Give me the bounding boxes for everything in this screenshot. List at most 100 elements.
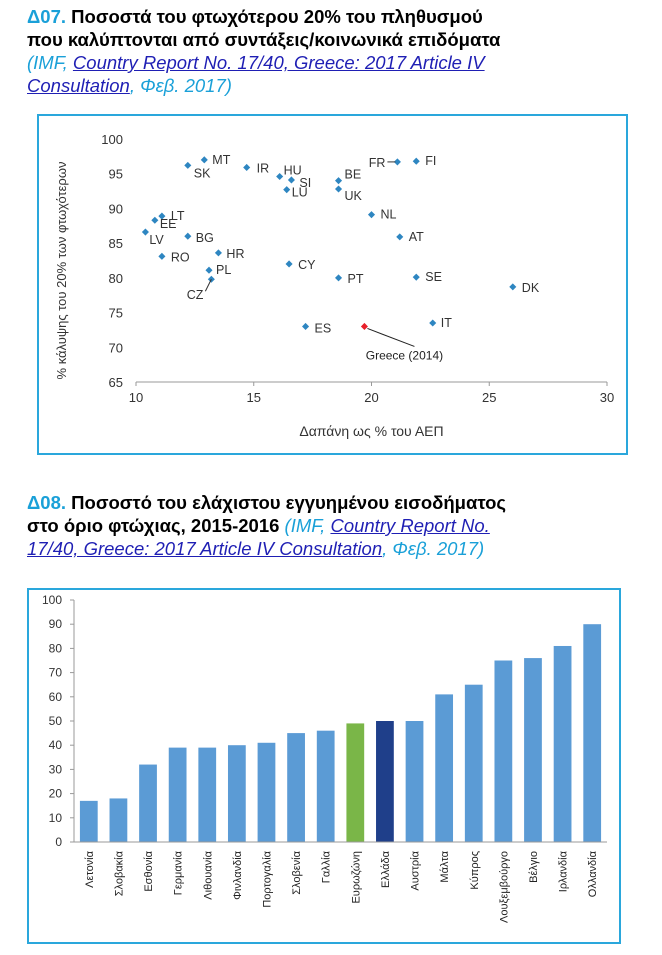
- y-tick-label: 20: [49, 787, 63, 801]
- y-tick-label: 10: [49, 811, 63, 825]
- section1-source: (IMF, Country Report No. 17/40, Greece: …: [27, 52, 485, 96]
- category-label: Λετονία: [84, 850, 96, 888]
- x-tick-label: 25: [482, 390, 496, 405]
- section2-source-link[interactable]: Country Report No.: [330, 515, 490, 536]
- scatter-point: [205, 266, 213, 274]
- x-tick-label: 20: [364, 390, 378, 405]
- scatter-point: [429, 319, 437, 327]
- scatter-point: [334, 185, 343, 193]
- point-label: PL: [216, 263, 231, 277]
- point-label: DK: [522, 281, 540, 295]
- x-tick-label: 10: [129, 390, 143, 405]
- y-tick-label: 70: [49, 666, 63, 680]
- point-label: ES: [315, 321, 332, 335]
- point-label: BG: [196, 231, 214, 245]
- scatter-point: [151, 216, 159, 224]
- y-tick-label: 70: [109, 340, 123, 355]
- bar: [109, 798, 128, 842]
- scatter-chart: 10 15 20 25 30 65 70 75 80 85 90 95 100 Δαπάνη ως % τ…: [54, 132, 614, 439]
- point-label: CZ: [187, 288, 204, 302]
- y-tick-label: 100: [42, 593, 62, 607]
- scatter-point: [243, 163, 251, 172]
- y-tick-label: 40: [49, 738, 63, 752]
- bar: [464, 684, 483, 842]
- bar: [168, 747, 187, 842]
- category-label: Σλοβενία: [291, 850, 303, 894]
- scatter-point: [200, 156, 208, 164]
- point-label: FR: [369, 156, 386, 170]
- bar: [405, 721, 424, 842]
- bar-chart: 0 10 20 30 40 50 60 70 80 90 100 Λετονία Σλοβακία Εσθ…: [42, 593, 607, 923]
- bar: [524, 658, 542, 842]
- point-label: SK: [194, 166, 211, 180]
- bar: [553, 645, 572, 842]
- category-label: Γαλλία: [321, 850, 333, 883]
- category-label: Φινλανδία: [232, 850, 244, 899]
- y-tick-label: 30: [49, 762, 63, 776]
- point-label: LT: [171, 209, 185, 223]
- bar: [494, 660, 513, 842]
- category-label: Εσθονία: [143, 850, 155, 891]
- point-label: MT: [212, 153, 230, 167]
- section1-source-link-cont[interactable]: Consultation: [27, 75, 130, 96]
- point-label: RO: [171, 250, 190, 264]
- category-label: Ιρλανδία: [558, 850, 570, 892]
- point-label: UK: [345, 189, 363, 203]
- point-label: BE: [345, 168, 362, 182]
- section2-source-open: (IMF,: [279, 515, 331, 536]
- scatter-point: [367, 211, 376, 219]
- section2-source-link-cont[interactable]: 17/40, Greece: 2017 Article IV Consultat…: [27, 538, 383, 559]
- section1-code: Δ07.: [27, 6, 67, 27]
- point-label: LV: [149, 233, 164, 247]
- category-label: Κύπρος: [469, 851, 481, 890]
- y-tick-label: 60: [49, 690, 63, 704]
- section2-heading: Δ08. Ποσοστό του ελάχιστου εγγυημένου ει…: [27, 491, 637, 560]
- scatter-point: [287, 176, 295, 184]
- category-label: Γερμανία: [173, 850, 185, 895]
- y-tick-label: 75: [109, 306, 123, 321]
- scatter-point: [412, 157, 420, 165]
- point-label: SE: [425, 270, 442, 284]
- bar-chart-frame: 0 10 20 30 40 50 60 70 80 90 100 Λετονία Σλοβακία Εσθ…: [27, 588, 621, 944]
- y-tick-label: 85: [109, 236, 123, 251]
- section1-heading: Δ07. Ποσοστά του φτωχότερου 20% του πληθ…: [27, 5, 637, 97]
- point-label: HU: [284, 163, 302, 177]
- bar: [376, 721, 394, 842]
- point-label: FI: [425, 154, 436, 168]
- point-label: LU: [292, 186, 308, 200]
- greece-leader-line: [367, 327, 415, 347]
- category-label: Ολλανδία: [587, 850, 599, 897]
- point-label: IT: [441, 316, 452, 330]
- section1-title-line2: που καλύπτονται από συντάξεις/κοινωνικά …: [27, 29, 501, 50]
- category-label: Λουξεμβούργο: [498, 851, 510, 923]
- section1-title-line1: Ποσοστά του φτωχότερου 20% του πληθυσμού: [71, 6, 483, 27]
- section1-source-open: (IMF,: [27, 52, 73, 73]
- scatter-chart-frame: 10 15 20 25 30 65 70 75 80 85 90 95 100 Δαπάνη ως % τ…: [37, 114, 628, 455]
- category-label: Αυστρία: [410, 850, 422, 890]
- bar: [346, 723, 365, 842]
- section2-source: (IMF, Country Report No. 17/40, Greece: 2…: [27, 515, 490, 559]
- scatter-point: [184, 161, 192, 169]
- scatter-point: [285, 260, 293, 268]
- y-tick-label: 80: [109, 271, 123, 286]
- section1-source-close: , Φεβ. 2017): [129, 75, 232, 96]
- scatter-point: [214, 249, 222, 257]
- category-label: Πορτογαλία: [261, 850, 273, 907]
- scatter-point: [158, 212, 166, 220]
- section2-title-line1: Ποσοστό του ελάχιστου εγγυημένου εισοδήμ…: [71, 492, 507, 513]
- greece-point: [360, 322, 368, 330]
- y-axis-title: % κάλυψης του 20% των φτωχότερων: [54, 162, 69, 380]
- category-label: Σλοβακία: [113, 850, 125, 896]
- category-label: Λιθουανία: [202, 850, 214, 899]
- y-tick-label: 0: [55, 835, 62, 849]
- x-tick-label: 15: [247, 390, 261, 405]
- scatter-point: [412, 273, 420, 281]
- category-label: Μάλτα: [439, 850, 451, 882]
- scatter-point: [393, 158, 401, 166]
- scatter-point: [509, 283, 517, 291]
- scatter-point: [396, 233, 404, 241]
- section1-source-link[interactable]: Country Report No. 17/40, Greece: 2017 A…: [72, 52, 485, 73]
- scatter-point: [334, 177, 343, 185]
- category-label: Ευρωζώνη: [350, 851, 362, 904]
- greece-point-label: Greece (2014): [366, 348, 443, 362]
